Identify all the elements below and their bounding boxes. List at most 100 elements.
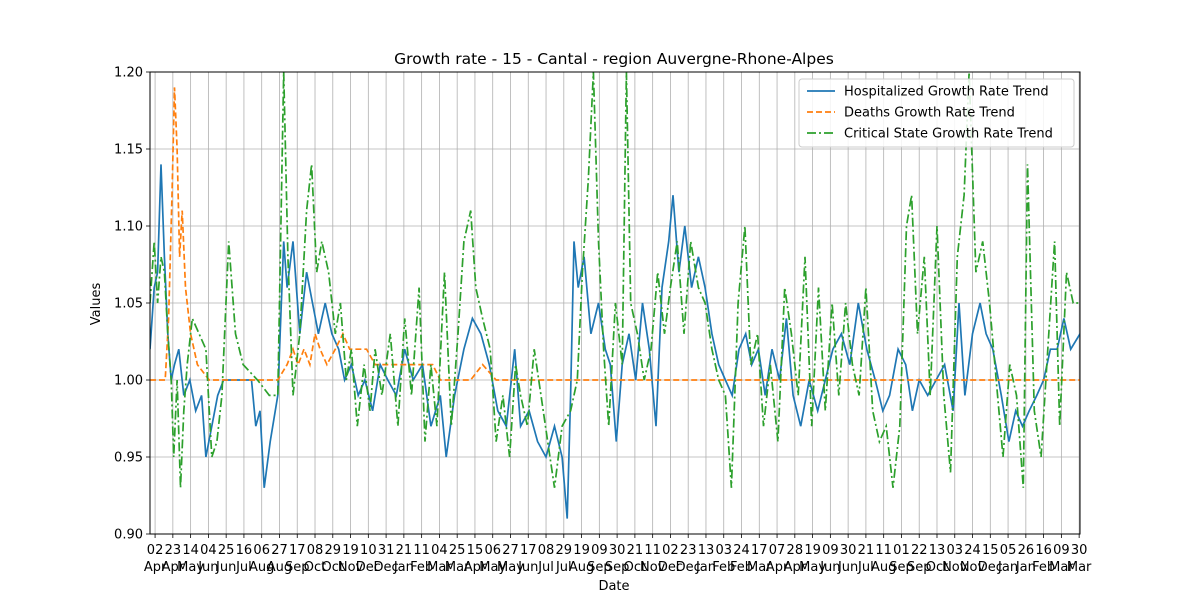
x-tick-day: 30: [840, 543, 857, 558]
x-tick-month: Jul: [555, 560, 572, 575]
x-tick-month: Jul: [537, 560, 554, 575]
x-tick-day: 11: [875, 543, 892, 558]
x-axis-label: Date: [598, 579, 629, 594]
x-tick-month: Feb: [410, 560, 433, 575]
x-tick-month: Dec: [658, 560, 683, 575]
x-tick-month: Oct: [304, 560, 326, 575]
x-tick-month: May: [479, 560, 506, 575]
x-tick-day: 09: [591, 543, 608, 558]
x-tick-day: 19: [342, 543, 359, 558]
x-tick-day: 15: [467, 543, 484, 558]
x-tick-day: 21: [627, 543, 644, 558]
x-tick-month: Sep: [907, 560, 932, 575]
x-tick-labels: 02Apr23Apr14May04Jun25Jun16Jul06Aug27Aug…: [144, 534, 1092, 575]
legend-label: Deaths Growth Rate Trend: [844, 106, 1015, 121]
x-tick-day: 06: [253, 543, 270, 558]
x-tick-day: 09: [822, 543, 839, 558]
x-tick-month: Jun: [215, 560, 236, 575]
x-tick-day: 03: [946, 543, 963, 558]
y-tick-label: 1.05: [114, 297, 143, 312]
x-tick-month: Nov: [960, 560, 986, 575]
x-tick-month: Oct: [322, 560, 344, 575]
x-tick-month: Mar: [427, 560, 452, 575]
legend: Hospitalized Growth Rate Trend Deaths Gro…: [798, 78, 1075, 148]
x-tick-month: Feb: [1032, 560, 1055, 575]
x-tick-day: 25: [449, 543, 466, 558]
series-line-1: [150, 164, 1080, 519]
x-tick-month: Jun: [517, 560, 538, 575]
x-tick-month: Aug: [249, 560, 274, 575]
x-tick-day: 02: [662, 543, 679, 558]
x-tick-month: Jun: [197, 560, 218, 575]
x-tick-day: 23: [680, 543, 697, 558]
chart-title: Growth rate - 15 - Cantal - region Auver…: [394, 50, 834, 68]
x-tick-day: 14: [182, 543, 199, 558]
x-tick-month: Jul: [235, 560, 252, 575]
x-tick-day: 26: [1018, 543, 1035, 558]
x-tick-day: 23: [165, 543, 182, 558]
series-line-3: [150, 72, 1080, 488]
x-tick-month: Apr: [144, 560, 167, 575]
x-tick-month: Jan: [997, 560, 1018, 575]
x-tick-month: May: [177, 560, 204, 575]
x-tick-day: 16: [1035, 543, 1052, 558]
x-tick-day: 11: [413, 543, 430, 558]
x-tick-month: Jan: [695, 560, 716, 575]
x-tick-month: Nov: [338, 560, 364, 575]
x-tick-day: 03: [715, 543, 732, 558]
x-tick-day: 08: [538, 543, 555, 558]
x-tick-month: Jul: [857, 560, 874, 575]
x-tick-month: Jan: [1015, 560, 1036, 575]
x-tick-day: 16: [236, 543, 253, 558]
x-tick-month: Dec: [978, 560, 1003, 575]
x-tick-month: Mar: [1049, 560, 1074, 575]
x-tick-month: Dec: [676, 560, 701, 575]
x-tick-day: 06: [484, 543, 501, 558]
x-tick-month: Dec: [374, 560, 399, 575]
x-tick-month: Dec: [356, 560, 381, 575]
x-tick-day: 24: [964, 543, 981, 558]
x-tick-day: 19: [573, 543, 590, 558]
legend-box: [798, 78, 1075, 148]
x-tick-month: Mar: [445, 560, 470, 575]
x-tick-day: 21: [396, 543, 413, 558]
x-tick-day: 11: [644, 543, 661, 558]
x-tick-month: Jan: [393, 560, 414, 575]
x-tick-day: 02: [147, 543, 164, 558]
x-tick-day: 19: [804, 543, 821, 558]
legend-label: Critical State Growth Rate Trend: [844, 127, 1053, 142]
x-tick-day: 22: [911, 543, 928, 558]
x-tick-month: Apr: [784, 560, 807, 575]
x-tick-day: 27: [271, 543, 288, 558]
x-tick-day: 04: [431, 543, 448, 558]
y-tick-label: 0.90: [114, 528, 143, 543]
x-tick-month: Sep: [285, 560, 310, 575]
x-tick-day: 17: [751, 543, 768, 558]
x-tick-day: 17: [289, 543, 306, 558]
x-tick-day: 15: [982, 543, 999, 558]
x-tick-month: Feb: [730, 560, 753, 575]
x-tick-day: 09: [1053, 543, 1070, 558]
x-tick-day: 01: [893, 543, 910, 558]
y-tick-label: 1.20: [114, 66, 143, 81]
y-tick-label: 1.10: [114, 220, 143, 235]
y-tick-label: 1.00: [114, 374, 143, 389]
x-tick-month: Jun: [819, 560, 840, 575]
x-tick-month: Oct: [926, 560, 948, 575]
x-tick-day: 29: [556, 543, 573, 558]
x-tick-day: 30: [1071, 543, 1088, 558]
x-tick-month: Apr: [766, 560, 789, 575]
x-tick-day: 07: [769, 543, 786, 558]
x-tick-day: 05: [1000, 543, 1017, 558]
x-tick-day: 24: [733, 543, 750, 558]
x-tick-month: Mar: [747, 560, 772, 575]
x-tick-month: Mar: [1067, 560, 1092, 575]
x-tick-day: 08: [307, 543, 324, 558]
x-tick-month: May: [497, 560, 524, 575]
x-tick-day: 25: [218, 543, 235, 558]
x-tick-month: Nov: [942, 560, 968, 575]
x-tick-day: 04: [200, 543, 217, 558]
x-tick-month: Sep: [889, 560, 914, 575]
x-tick-month: May: [799, 560, 826, 575]
